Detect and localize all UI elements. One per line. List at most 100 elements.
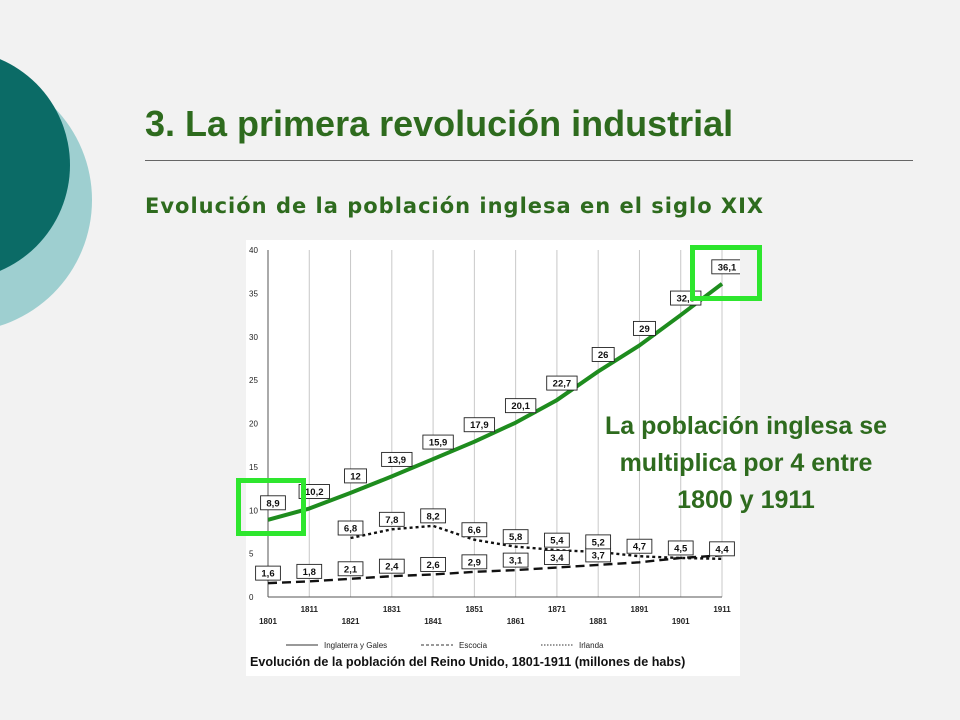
annotation-line-2: multiplica por 4 entre bbox=[619, 449, 873, 477]
data-label-box bbox=[544, 550, 570, 565]
y-tick-label: 25 bbox=[249, 376, 258, 385]
y-tick-label: 40 bbox=[249, 246, 258, 255]
data-label: 20,1 bbox=[511, 401, 530, 412]
data-label-box bbox=[344, 468, 367, 484]
data-label: 4,7 bbox=[633, 542, 646, 553]
data-label: 1,6 bbox=[261, 569, 274, 580]
data-label: 3,1 bbox=[509, 556, 523, 567]
x-tick-label: 1811 bbox=[301, 605, 319, 614]
data-label: 7,8 bbox=[385, 515, 398, 526]
y-tick-label: 35 bbox=[249, 289, 258, 298]
data-label: 22,7 bbox=[553, 379, 572, 390]
y-tick-label: 20 bbox=[249, 420, 258, 429]
data-label-box bbox=[337, 520, 364, 536]
data-label-box bbox=[711, 259, 740, 275]
data-label-box bbox=[502, 529, 529, 545]
data-label-box bbox=[626, 538, 653, 554]
data-label-box bbox=[255, 565, 281, 581]
legend-label: Irlanda bbox=[579, 641, 604, 650]
y-tick-label: 10 bbox=[249, 506, 258, 515]
dark-teal-circle bbox=[0, 59, 70, 271]
chart-caption: Evolución de la población del Reino Unid… bbox=[250, 655, 685, 669]
data-label: 8,2 bbox=[426, 511, 439, 522]
legend-label: Inglaterra y Gales bbox=[324, 641, 387, 650]
x-tick-label: 1841 bbox=[424, 617, 442, 626]
y-tick-label: 30 bbox=[249, 333, 258, 342]
data-label-box bbox=[461, 554, 488, 570]
data-label: 32,5 bbox=[676, 294, 695, 305]
data-label: 2,4 bbox=[385, 562, 399, 573]
annotation-line-3: 1800 y 1911 bbox=[677, 486, 815, 514]
annotation-line-1: La población inglesa se bbox=[604, 412, 888, 440]
highlight-box-1801 bbox=[236, 478, 306, 536]
data-label: 4,5 bbox=[674, 543, 688, 554]
data-label: 36,1 bbox=[718, 262, 737, 273]
data-label: 2,1 bbox=[344, 564, 358, 575]
data-label-box bbox=[422, 434, 454, 450]
data-label: 6,8 bbox=[344, 524, 357, 535]
population-chart: 0 5 10 15 20 25 30 35 40 1801 1811 1821 1831 1841 1851… bbox=[246, 240, 740, 676]
title-underline bbox=[145, 160, 913, 161]
x-tick-label: 1831 bbox=[383, 605, 401, 614]
x-tick-label: 1891 bbox=[631, 605, 649, 614]
slide-subtitle: Evolución de la población inglesa en el … bbox=[145, 194, 765, 218]
x-tick-label: 1881 bbox=[589, 617, 607, 626]
x-tick-label: 1801 bbox=[259, 617, 277, 626]
data-label-box bbox=[378, 558, 405, 574]
data-label-box bbox=[296, 563, 323, 579]
data-label-box bbox=[420, 556, 446, 572]
slide-title: 3. La primera revolución industrial bbox=[145, 103, 734, 144]
data-label-box bbox=[298, 484, 330, 499]
chart-svg: 0 5 10 15 20 25 30 35 40 1801 1811 1821 1831 1841 1851… bbox=[249, 246, 740, 669]
data-label-box bbox=[381, 451, 413, 467]
data-label-box bbox=[546, 375, 578, 391]
data-label-box bbox=[463, 417, 496, 433]
y-tick-label: 15 bbox=[249, 463, 258, 472]
data-label-box bbox=[337, 561, 364, 577]
data-label: 3,4 bbox=[550, 553, 564, 564]
data-label: 13,9 bbox=[388, 455, 407, 466]
data-label-box bbox=[504, 398, 537, 414]
data-label: 26 bbox=[598, 350, 609, 361]
data-label-box bbox=[502, 552, 529, 568]
highlight-box-1911 bbox=[690, 245, 762, 301]
data-label: 6,6 bbox=[468, 525, 481, 536]
data-label: 17,9 bbox=[470, 420, 489, 431]
series-line bbox=[267, 554, 723, 585]
data-label: 5,8 bbox=[509, 532, 522, 543]
legend-label: Escocia bbox=[459, 641, 488, 650]
data-label: 12 bbox=[350, 471, 361, 482]
data-label: 1,8 bbox=[303, 567, 316, 578]
data-label-box bbox=[633, 320, 656, 336]
annotation-text: La población inglesa se multiplica por 4… bbox=[560, 408, 932, 519]
data-label: 3,7 bbox=[592, 550, 605, 561]
x-tick-label: 1871 bbox=[548, 605, 566, 614]
data-label: 5,2 bbox=[592, 537, 605, 548]
y-tick-label: 0 bbox=[249, 593, 254, 602]
data-label-box bbox=[461, 522, 488, 538]
x-tick-label: 1861 bbox=[507, 617, 525, 626]
data-label: 8,9 bbox=[266, 498, 279, 509]
y-tick-label: 5 bbox=[249, 550, 254, 559]
data-label-box bbox=[667, 540, 694, 556]
data-label: 5,4 bbox=[550, 536, 564, 547]
x-tick-label: 1821 bbox=[342, 617, 360, 626]
data-label-box bbox=[591, 346, 615, 362]
x-tick-label: 1851 bbox=[465, 605, 483, 614]
x-tick-label: 1911 bbox=[713, 605, 731, 614]
data-label: 29 bbox=[639, 324, 650, 335]
data-label-box bbox=[378, 511, 405, 527]
data-label-box bbox=[420, 508, 446, 524]
data-label-box bbox=[260, 495, 286, 511]
data-label: 4,4 bbox=[715, 544, 729, 555]
series-line bbox=[350, 524, 723, 561]
x-tick-label: 1901 bbox=[672, 617, 690, 626]
data-label: 10,2 bbox=[305, 487, 324, 498]
data-label-box bbox=[709, 541, 735, 557]
data-label-box bbox=[585, 534, 612, 550]
data-label: 2,6 bbox=[426, 560, 439, 571]
trend-line bbox=[267, 282, 724, 522]
data-label-box bbox=[544, 532, 570, 548]
data-label: 2,9 bbox=[468, 557, 481, 568]
